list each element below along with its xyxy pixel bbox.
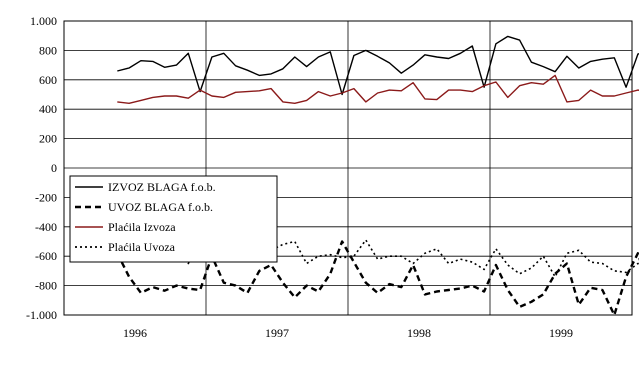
- y-tick-label: -200: [35, 190, 57, 204]
- x-tick-label: 1997: [265, 326, 289, 340]
- legend-box: [69, 175, 278, 263]
- x-tick-label: 1996: [123, 326, 147, 340]
- series-line-2: [116, 240, 639, 317]
- series-lines: [116, 35, 639, 317]
- y-tick-label: -600: [35, 249, 57, 263]
- x-tick-label: 1998: [407, 326, 431, 340]
- legend-label: UVOZ BLAGA f.o.b.: [108, 200, 213, 214]
- y-tick-label: -1.000: [26, 308, 57, 322]
- y-tick-label: 800: [39, 43, 57, 57]
- y-tick-label: 600: [39, 73, 57, 87]
- legend: IZVOZ BLAGA f.o.b. UVOZ BLAGA f.o.b. Plaći…: [69, 175, 278, 263]
- y-tick-label: 0: [51, 161, 57, 175]
- y-tick-label: -800: [35, 279, 57, 293]
- legend-label: Plaćila Uvoza: [108, 240, 176, 254]
- y-tick-label: 1.000: [30, 14, 57, 28]
- legend-label: Plaćila Izvoza: [108, 220, 176, 234]
- series-line-3: [117, 74, 639, 105]
- grid: [64, 20, 632, 316]
- x-tick-labels: 1996 1997 1998 1999: [123, 326, 573, 340]
- y-tick-label: 400: [39, 102, 57, 116]
- x-tick-label: 1999: [549, 326, 573, 340]
- y-tick-label: -400: [35, 220, 57, 234]
- y-tick-labels: -1.000 -800 -600 -400 -200 0 200 400 600 800 1.000: [26, 14, 57, 322]
- y-tick-label: 200: [39, 132, 57, 146]
- legend-label: IZVOZ BLAGA f.o.b.: [108, 180, 216, 194]
- series-line-1: [117, 35, 639, 96]
